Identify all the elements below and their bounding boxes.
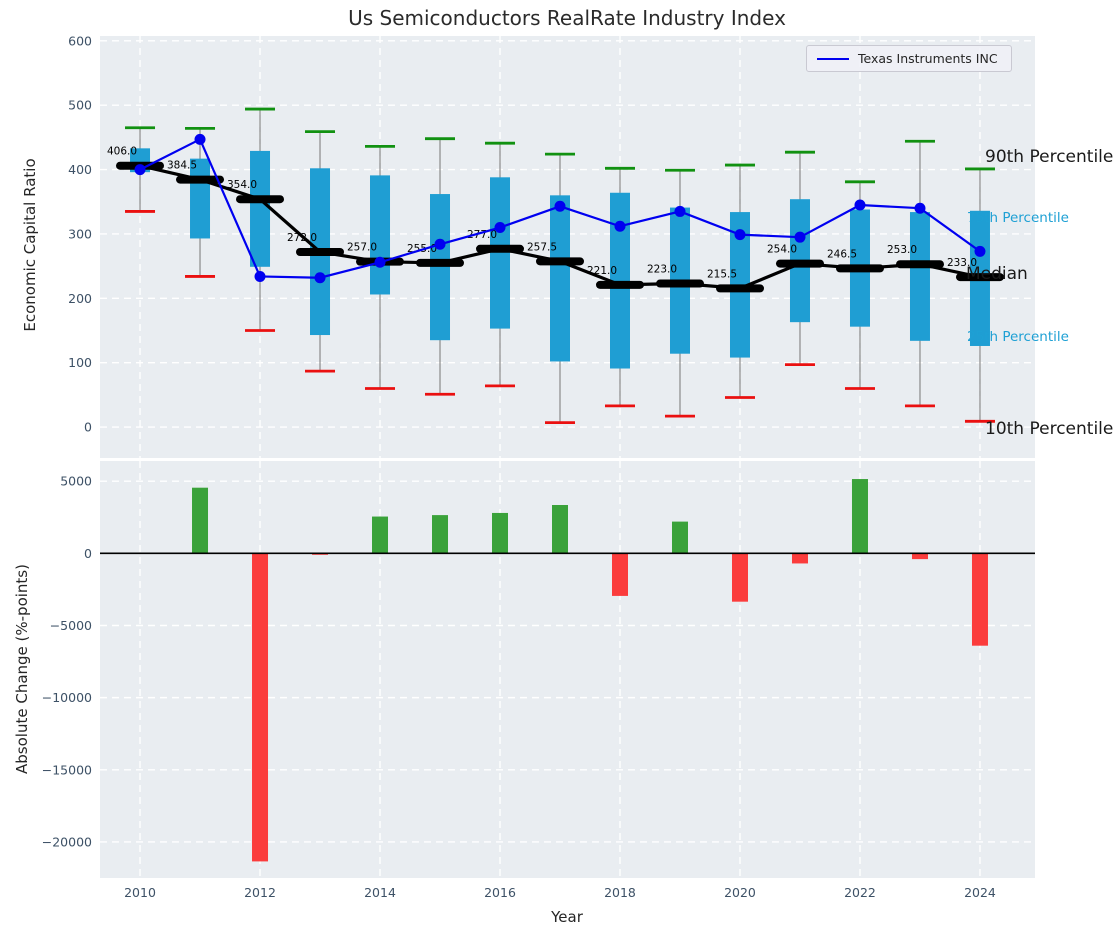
- bottom-y-tick-label: 0: [84, 546, 92, 561]
- median-value-label: 233.0: [947, 257, 977, 269]
- top-y-tick-label: 600: [68, 33, 92, 48]
- x-tick-label: 2018: [604, 885, 636, 900]
- annotation-10th-percentile: 10th Percentile: [985, 419, 1114, 439]
- annotation-25th-percentile: 25th Percentile: [967, 329, 1069, 345]
- top-y-axis-label: Economic Capital Ratio: [21, 158, 39, 332]
- median-value-label: 257.5: [527, 241, 557, 253]
- median-value-label: 354.0: [227, 179, 257, 191]
- median-value-label: 215.5: [707, 268, 737, 280]
- median-value-label: 253.0: [887, 244, 917, 256]
- legend: Texas Instruments INC: [806, 45, 1012, 72]
- top-y-tick-label: 400: [68, 162, 92, 177]
- box-25th-75th: [550, 195, 571, 362]
- bar-positive: [372, 516, 389, 554]
- bottom-y-axis-label: Absolute Change (%-points): [13, 564, 31, 774]
- bar-negative: [971, 553, 988, 646]
- tick-labels: 0 100 200 300 400 500 600 5000 0 −5000 −10000 −1500…: [42, 33, 996, 900]
- box-25th-75th: [430, 194, 451, 341]
- x-tick-label: 2010: [124, 885, 156, 900]
- median-series: [116, 161, 1004, 293]
- median-value-label: 272.0: [287, 232, 317, 244]
- median-value-label: 257.0: [347, 242, 377, 254]
- ti-data-point: [314, 272, 326, 284]
- ti-data-point: [494, 222, 506, 234]
- bar-positive: [492, 512, 509, 554]
- texas-instruments-series: [134, 133, 986, 284]
- bar-positive: [552, 505, 569, 554]
- median-value-label: 254.0: [767, 244, 797, 256]
- annotation-75th-percentile: 75th Percentile: [967, 210, 1069, 226]
- box-25th-75th: [370, 175, 391, 295]
- bottom-y-tick-label: −10000: [42, 690, 92, 705]
- ti-data-point: [614, 220, 626, 232]
- ti-data-point: [974, 245, 986, 257]
- bottom-y-tick-label: 5000: [60, 474, 92, 489]
- box-25th-75th: [250, 150, 271, 267]
- bar-negative: [791, 553, 808, 564]
- median-value-label: 406.0: [107, 146, 137, 158]
- bar-positive: [192, 487, 209, 554]
- x-tick-label: 2022: [844, 885, 876, 900]
- bottom-y-tick-label: −5000: [50, 618, 92, 633]
- annotation-median: Median: [966, 264, 1028, 284]
- top-y-tick-label: 100: [68, 355, 92, 370]
- annotation-90th-percentile: 90th Percentile: [985, 147, 1114, 167]
- top-y-tick-label: 500: [68, 98, 92, 113]
- x-tick-label: 2012: [244, 885, 276, 900]
- x-tick-label: 2014: [364, 885, 396, 900]
- bar-positive: [851, 479, 868, 554]
- ti-data-point: [374, 256, 386, 268]
- ti-data-point: [854, 199, 866, 211]
- top-y-tick-label: 300: [68, 226, 92, 241]
- median-value-label: 221.0: [587, 265, 617, 277]
- x-tick-label: 2024: [964, 885, 996, 900]
- box-25th-75th: [490, 177, 511, 329]
- ti-data-point: [914, 202, 926, 214]
- percentile-caps: [125, 107, 995, 424]
- chart-title: Us Semiconductors RealRate Industry Inde…: [348, 6, 786, 30]
- ti-data-point: [254, 270, 266, 282]
- legend-series-label: Texas Instruments INC: [858, 51, 998, 66]
- median-value-label: 277.0: [467, 229, 497, 241]
- ti-data-point: [554, 200, 566, 212]
- bar-positive: [671, 521, 688, 554]
- median-value-label: 223.0: [647, 264, 677, 276]
- bar-negative: [611, 553, 628, 596]
- ti-data-point: [134, 164, 146, 176]
- ti-data-point: [734, 229, 746, 241]
- median-value-label: 246.5: [827, 248, 857, 260]
- ti-data-point: [194, 133, 206, 145]
- bottom-y-tick-label: −15000: [42, 762, 92, 777]
- ti-data-point: [674, 205, 686, 217]
- legend-line-sample: [817, 57, 849, 60]
- top-y-tick-label: 200: [68, 291, 92, 306]
- bar-negative: [731, 553, 748, 602]
- bar-negative: [911, 553, 928, 560]
- ti-data-point: [434, 238, 446, 250]
- median-value-label: 384.5: [167, 160, 197, 172]
- x-tick-label: 2020: [724, 885, 756, 900]
- x-axis-label: Year: [551, 908, 583, 926]
- top-y-tick-label: 0: [84, 420, 92, 435]
- bar-positive: [432, 515, 449, 554]
- change-bars: [192, 479, 988, 862]
- bottom-y-tick-label: −20000: [42, 834, 92, 849]
- ti-data-point: [794, 231, 806, 243]
- bar-negative: [252, 553, 269, 862]
- box-25th-75th: [609, 192, 630, 369]
- x-tick-label: 2016: [484, 885, 516, 900]
- box-25th-75th: [909, 212, 930, 341]
